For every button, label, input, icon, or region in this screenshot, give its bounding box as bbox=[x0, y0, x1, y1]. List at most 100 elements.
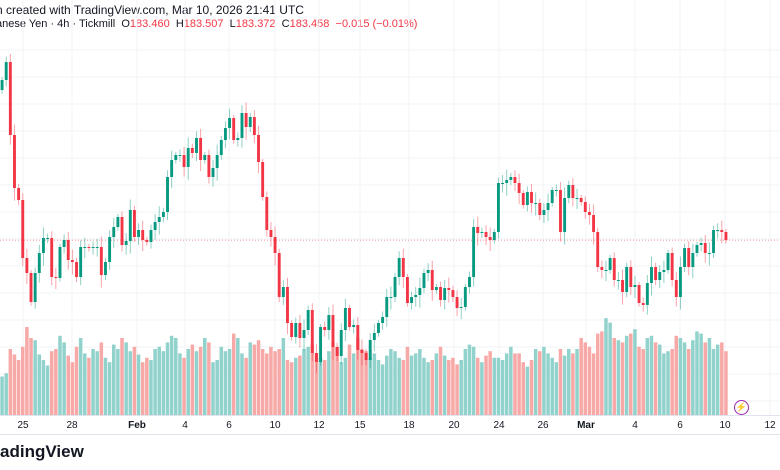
candle-body bbox=[683, 248, 687, 267]
volume-bar bbox=[153, 349, 157, 415]
volume-bar bbox=[306, 346, 310, 415]
volume-bar bbox=[277, 349, 281, 415]
candle-body bbox=[25, 258, 29, 273]
candle-body bbox=[368, 340, 372, 360]
candle-body bbox=[228, 118, 232, 128]
high-label: H bbox=[175, 18, 184, 30]
candle-body bbox=[199, 138, 203, 160]
candle-body bbox=[687, 248, 691, 267]
candle-body bbox=[290, 323, 294, 337]
volume-bar bbox=[409, 355, 414, 415]
lightning-icon[interactable]: ⚡ bbox=[734, 400, 749, 415]
high-value: 183.507 bbox=[183, 18, 224, 30]
volume-bar bbox=[509, 346, 513, 415]
candle-body bbox=[501, 183, 505, 184]
volume-bar bbox=[265, 353, 269, 415]
time-axis-tick-label: 12 bbox=[764, 420, 776, 431]
candle-body bbox=[170, 160, 174, 177]
candle-body bbox=[674, 280, 678, 297]
candle-body bbox=[596, 232, 600, 267]
volume-bar bbox=[496, 357, 501, 415]
candle-body bbox=[190, 148, 194, 153]
volume-bar bbox=[198, 346, 203, 415]
candle-body bbox=[538, 203, 542, 215]
volume-bar bbox=[211, 362, 215, 415]
candle-body bbox=[397, 258, 401, 277]
volume-bar bbox=[83, 353, 87, 415]
candle-body bbox=[439, 287, 442, 300]
candle-body bbox=[8, 62, 12, 135]
candle-body bbox=[223, 128, 227, 140]
volume-bar bbox=[91, 349, 95, 415]
candle-body bbox=[286, 287, 289, 323]
volume-bar bbox=[107, 362, 112, 415]
volume-bar bbox=[37, 354, 42, 415]
candle-body bbox=[141, 230, 145, 240]
volume-bar bbox=[289, 362, 294, 415]
volume-bar bbox=[385, 355, 389, 415]
time-axis[interactable]: 25 28 Feb 4 6 10 12 15 18 20 24 26 Mar 4 6 10 12 bbox=[0, 415, 780, 435]
volume-bar bbox=[633, 329, 637, 415]
volume-bar bbox=[546, 353, 550, 415]
volume-bar bbox=[87, 357, 91, 415]
candle-body bbox=[534, 203, 538, 204]
volume-bar bbox=[372, 353, 377, 415]
time-axis-tick-label: 20 bbox=[448, 420, 460, 431]
volume-bar bbox=[190, 344, 195, 415]
volume-bar bbox=[302, 349, 306, 415]
time-axis-tick-label: 26 bbox=[537, 420, 549, 431]
price-chart[interactable] bbox=[0, 0, 780, 415]
candle-body bbox=[21, 200, 25, 258]
time-axis-tick-label: 28 bbox=[66, 420, 78, 431]
candle-body bbox=[174, 155, 178, 160]
low-value: 183.372 bbox=[235, 18, 276, 30]
candle-body bbox=[405, 277, 409, 303]
tradingview-logo[interactable]: TradingView bbox=[0, 442, 84, 461]
volume-bar bbox=[4, 373, 8, 415]
candle-body bbox=[310, 310, 314, 353]
volume-bar bbox=[178, 353, 182, 415]
candle-body bbox=[331, 315, 335, 347]
volume-bar bbox=[149, 360, 153, 415]
volume-bar bbox=[513, 353, 517, 415]
volume-bar bbox=[33, 340, 37, 415]
volume-bar bbox=[136, 354, 141, 415]
symbol-info[interactable]: anese Yen · 4h · Tickmill bbox=[0, 18, 116, 30]
candle-body bbox=[161, 212, 165, 217]
volume-bar bbox=[132, 346, 137, 415]
volume-bar bbox=[310, 344, 315, 415]
volume-bar bbox=[54, 349, 58, 415]
volume-bar bbox=[604, 318, 608, 415]
candle-body bbox=[277, 253, 281, 297]
volume-bar bbox=[703, 342, 707, 415]
candle-body bbox=[637, 285, 641, 303]
volume-bar bbox=[720, 342, 724, 415]
candle-body bbox=[472, 227, 476, 277]
volume-bar bbox=[103, 357, 108, 415]
volume-bar bbox=[157, 346, 161, 415]
candle-body bbox=[252, 117, 256, 135]
candle-body bbox=[273, 237, 277, 253]
time-axis-tick-label: 12 bbox=[313, 420, 325, 431]
candle-body bbox=[377, 323, 380, 333]
volume-bar bbox=[66, 355, 70, 415]
volume-bar bbox=[49, 351, 54, 415]
volume-bar bbox=[641, 349, 645, 415]
volume-bar bbox=[405, 346, 410, 415]
volume-bar bbox=[488, 351, 492, 415]
volume-bar bbox=[322, 360, 327, 415]
volume-bar bbox=[165, 342, 170, 415]
volume-bar bbox=[314, 353, 319, 415]
candle-body bbox=[476, 227, 480, 233]
candle-body bbox=[724, 232, 728, 241]
volume-bar bbox=[724, 351, 728, 415]
candle-body bbox=[327, 315, 331, 330]
time-axis-tick-label: 4 bbox=[182, 420, 188, 431]
candle-body bbox=[662, 270, 666, 272]
candle-body bbox=[414, 295, 418, 297]
candle-body bbox=[116, 217, 120, 227]
candle-body bbox=[480, 232, 484, 233]
candle-body bbox=[654, 267, 658, 280]
low-label: L bbox=[229, 18, 236, 30]
candle-body bbox=[720, 230, 724, 232]
